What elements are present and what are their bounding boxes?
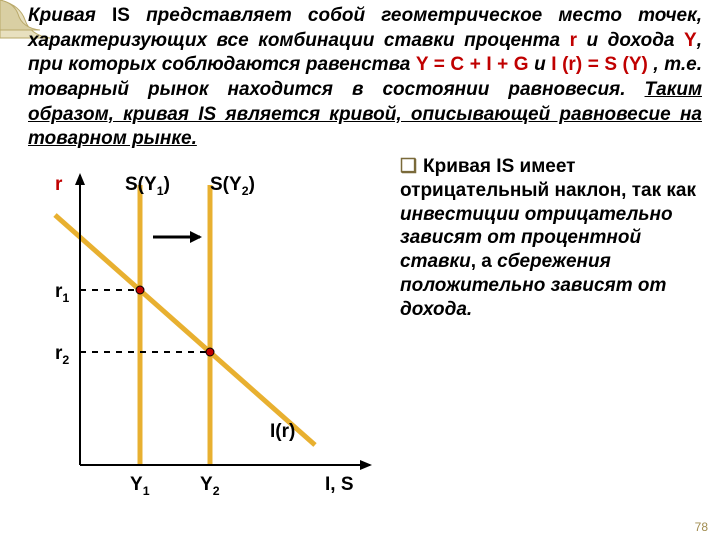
svg-text:r2: r2 <box>55 343 69 367</box>
svg-text:Y2: Y2 <box>200 474 220 498</box>
svg-text:r: r <box>55 174 63 195</box>
r-symbol: r <box>570 30 577 51</box>
is-keyword: IS <box>112 5 130 26</box>
text-seg: и <box>529 54 552 75</box>
text-seg: , а <box>471 251 497 272</box>
equation-2: I (r) = S (Y) <box>551 54 648 75</box>
svg-text:I(r): I(r) <box>270 421 295 442</box>
page-number: 78 <box>695 520 708 534</box>
svg-text:r1: r1 <box>55 281 69 305</box>
bullet-square-icon: ❑ <box>400 156 417 177</box>
svg-text:I, S: I, S <box>325 474 354 495</box>
equation-1: Y = C + I + G <box>416 54 529 75</box>
is-keyword: IS <box>496 156 514 177</box>
bullet-note: ❑Кривая IS имеет отрицательный наклон, т… <box>400 155 702 321</box>
definition-paragraph: Кривая IS представляет собой геометричес… <box>28 4 702 152</box>
svg-text:S(Y1): S(Y1) <box>125 174 170 198</box>
y-symbol: Y <box>684 30 697 51</box>
svg-text:S(Y2): S(Y2) <box>210 174 255 198</box>
text-seg: Кривая <box>28 5 112 26</box>
text-seg: и дохода <box>577 30 684 51</box>
svg-text:Y1: Y1 <box>130 474 150 498</box>
text-seg: Кривая <box>423 156 496 177</box>
is-curve-chart: r S(Y1) S(Y2) r1 r2 I(r) Y1 Y2 I, S <box>25 165 395 505</box>
